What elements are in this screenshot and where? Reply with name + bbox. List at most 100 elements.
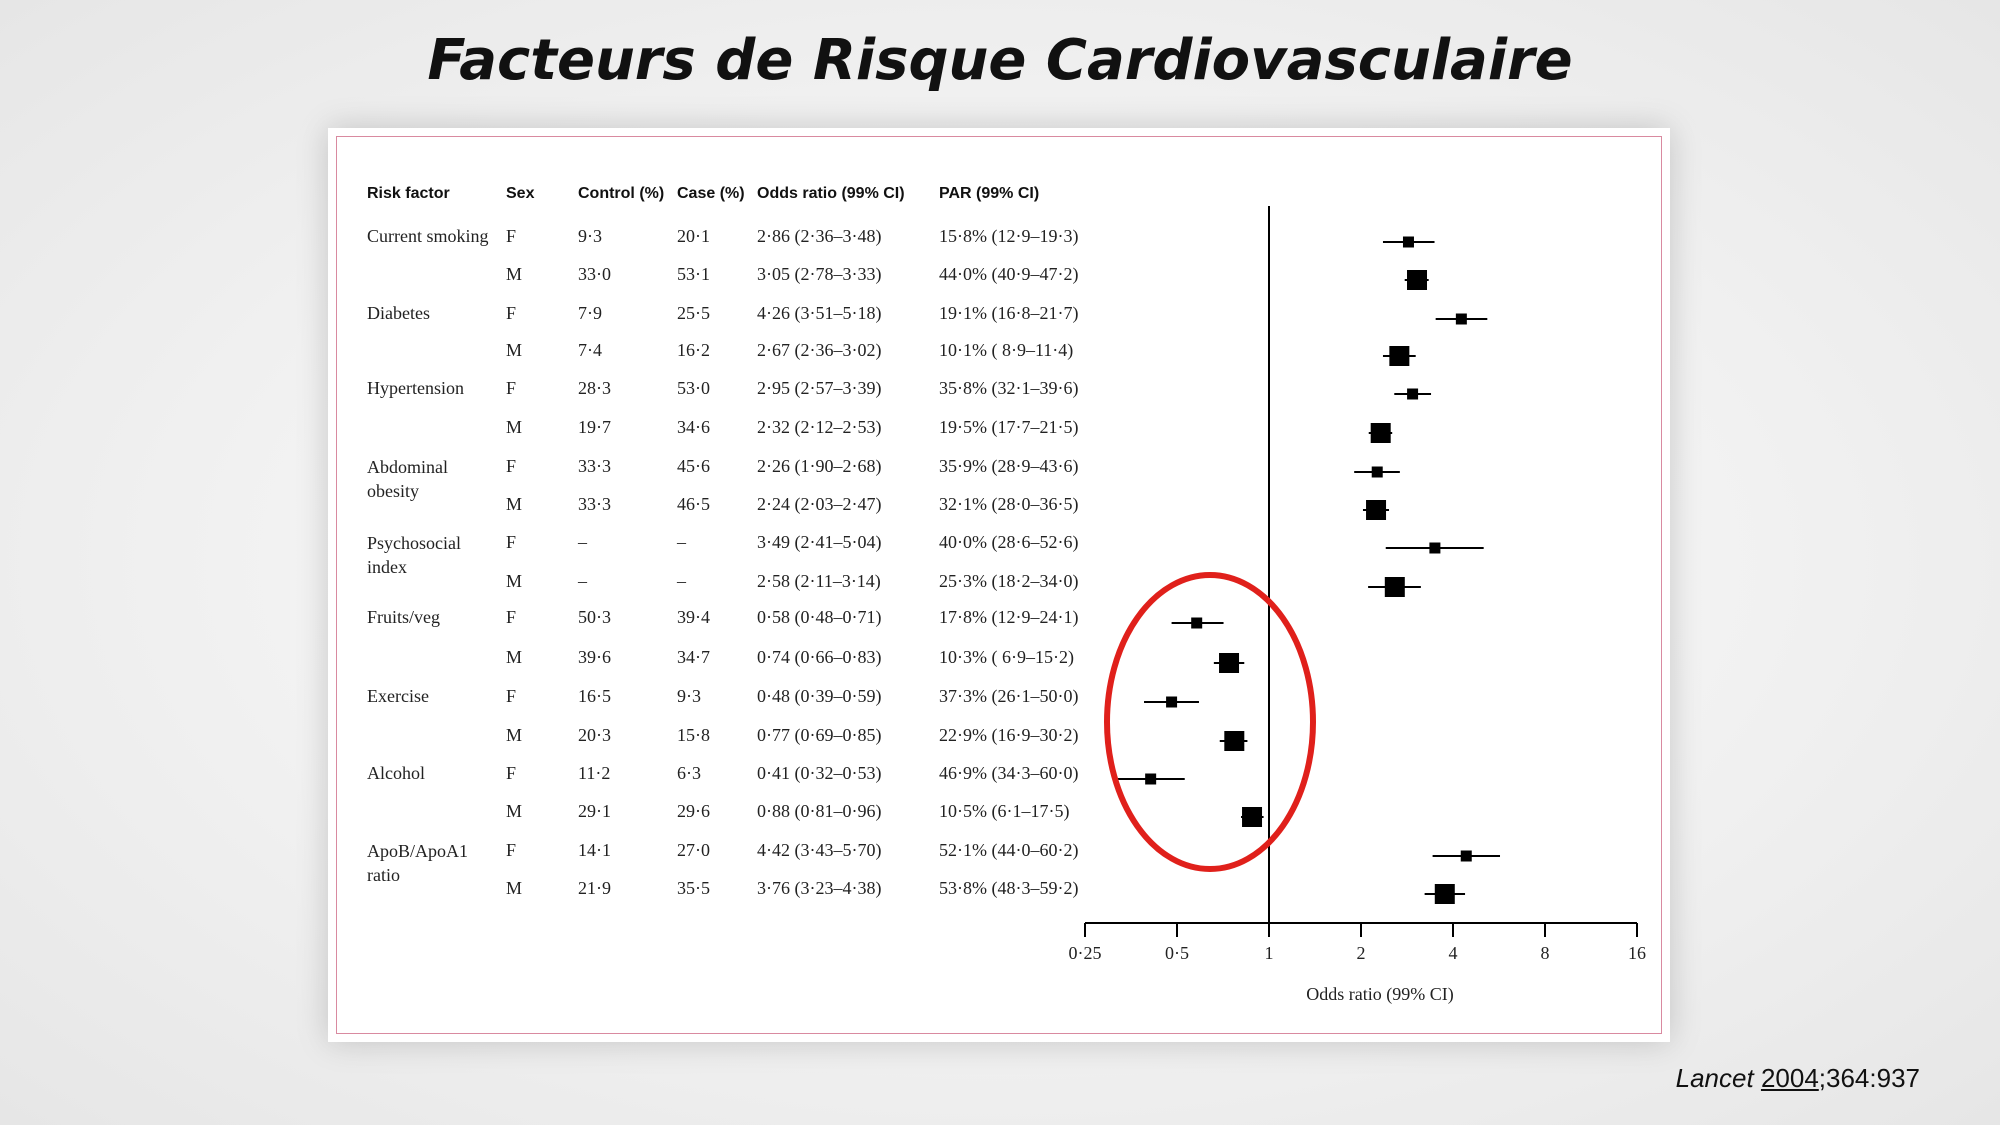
citation-year[interactable]: 2004 <box>1760 1063 1819 1093</box>
odds-ratio-cell: 2·24 (2·03–2·47) <box>757 494 882 514</box>
point-estimate <box>1191 617 1203 629</box>
point-estimate <box>1366 500 1387 520</box>
point-estimate <box>1224 731 1245 751</box>
control-cell: 20·3 <box>578 725 611 745</box>
point-estimate <box>1407 388 1419 400</box>
case-cell: 15·8 <box>677 725 710 745</box>
sex-cell: M <box>506 725 523 745</box>
case-cell: 34·6 <box>677 417 710 437</box>
sex-cell: F <box>506 686 517 706</box>
risk-factor-cell: Alcohol <box>367 763 425 783</box>
x-tick-label: 1 <box>1265 943 1274 963</box>
forest-plot-svg: 0·25 0·5 1 2 4 8 16 Odds ratio (99% CI) <box>1069 206 1646 1005</box>
odds-ratio-cell: 2·26 (1·90–2·68) <box>757 456 882 476</box>
case-cell: 6·3 <box>677 763 701 783</box>
control-cell: 21·9 <box>578 878 611 898</box>
odds-ratio-cell: 0·41 (0·32–0·53) <box>757 763 882 783</box>
control-cell: 9·3 <box>578 226 602 246</box>
sex-cell: F <box>506 226 517 246</box>
sex-cell: M <box>506 647 523 667</box>
control-cell: 19·7 <box>578 417 611 437</box>
point-estimate <box>1370 423 1391 443</box>
sex-cell: M <box>506 571 523 591</box>
control-cell: 7·4 <box>578 340 602 360</box>
par-cell: 19·5% (17·7–21·5) <box>939 417 1079 437</box>
x-tick-label: 0·25 <box>1069 943 1102 963</box>
risk-factor-cell: Diabetes <box>367 303 430 323</box>
par-cell: 40·0% (28·6–52·6) <box>939 532 1079 552</box>
control-cell: 7·9 <box>578 303 602 323</box>
sex-cell: M <box>506 801 523 821</box>
risk-factor-cell: Current smoking <box>367 226 489 246</box>
citation-journal: Lancet <box>1675 1063 1754 1093</box>
column-header: Odds ratio (99% CI) <box>757 185 905 202</box>
risk-factor-cell: ApoB/ApoA1 ratio <box>367 841 469 885</box>
control-cell: 29·1 <box>578 801 611 821</box>
x-tick-label: 0·5 <box>1165 943 1189 963</box>
point-estimate <box>1402 236 1414 248</box>
odds-ratio-cell: 4·26 (3·51–5·18) <box>757 303 882 323</box>
case-cell: 39·4 <box>677 607 710 627</box>
par-cell: 19·1% (16·8–21·7) <box>939 303 1079 323</box>
sex-cell: F <box>506 607 517 627</box>
odds-ratio-cell: 2·32 (2·12–2·53) <box>757 417 882 437</box>
control-cell: 28·3 <box>578 378 611 398</box>
case-cell: 35·5 <box>677 878 710 898</box>
case-cell: 20·1 <box>677 226 710 246</box>
par-cell: 10·3% ( 6·9–15·2) <box>939 647 1074 667</box>
column-header: Risk factor <box>367 185 450 202</box>
odds-ratio-cell: 2·95 (2·57–3·39) <box>757 378 882 398</box>
figure-border <box>336 136 1662 1034</box>
par-cell: 35·8% (32·1–39·6) <box>939 378 1079 398</box>
case-cell: 25·5 <box>677 303 710 323</box>
case-cell: – <box>677 532 686 552</box>
point-estimate <box>1460 850 1472 862</box>
x-tick-label: 4 <box>1449 943 1458 963</box>
par-cell: 37·3% (26·1–50·0) <box>939 686 1079 706</box>
highlight-ellipse <box>1104 572 1316 872</box>
column-header: Case (%) <box>677 185 745 202</box>
control-cell: 33·3 <box>578 494 611 514</box>
point-estimate <box>1455 313 1467 325</box>
odds-ratio-cell: 2·58 (2·11–3·14) <box>757 571 881 591</box>
odds-ratio-cell: 0·48 (0·39–0·59) <box>757 686 882 706</box>
par-cell: 32·1% (28·0–36·5) <box>939 494 1079 514</box>
sex-cell: F <box>506 763 517 783</box>
case-cell: 16·2 <box>677 340 710 360</box>
point-estimate <box>1407 270 1428 290</box>
case-cell: – <box>677 571 686 591</box>
risk-factor-cell: Abdominal obesity <box>367 457 448 501</box>
par-cell: 52·1% (44·0–60·2) <box>939 840 1079 860</box>
point-estimate <box>1219 653 1240 673</box>
odds-ratio-cell: 0·58 (0·48–0·71) <box>757 607 882 627</box>
control-cell: 39·6 <box>578 647 611 667</box>
control-cell: 16·5 <box>578 686 611 706</box>
odds-ratio-cell: 0·88 (0·81–0·96) <box>757 801 882 821</box>
x-tick-label: 8 <box>1541 943 1550 963</box>
case-cell: 34·7 <box>677 647 710 667</box>
case-cell: 53·0 <box>677 378 710 398</box>
sex-cell: M <box>506 417 523 437</box>
par-cell: 44·0% (40·9–47·2) <box>939 264 1079 284</box>
control-cell: 50·3 <box>578 607 611 627</box>
sex-cell: F <box>506 532 517 552</box>
citation: Lancet 2004;364:937 <box>1676 1063 1920 1094</box>
risk-factor-cell: Exercise <box>367 686 429 706</box>
par-cell: 15·8% (12·9–19·3) <box>939 226 1079 246</box>
par-cell: 10·1% ( 8·9–11·4) <box>939 340 1074 360</box>
odds-ratio-cell: 0·77 (0·69–0·85) <box>757 725 882 745</box>
odds-ratio-cell: 3·05 (2·78–3·33) <box>757 264 882 284</box>
point-estimate <box>1242 807 1263 827</box>
sex-cell: M <box>506 494 523 514</box>
par-cell: 25·3% (18·2–34·0) <box>939 571 1079 591</box>
case-cell: 29·6 <box>677 801 710 821</box>
forest-plot-figure: 0·25 0·5 1 2 4 8 16 Odds ratio (99% CI) Risk fa… <box>328 128 1670 1042</box>
column-header: Control (%) <box>578 185 665 202</box>
point-estimate <box>1384 577 1405 597</box>
control-cell: 33·0 <box>578 264 611 284</box>
par-cell: 17·8% (12·9–24·1) <box>939 607 1079 627</box>
risk-factor-cell: Psychosocial index <box>367 533 461 577</box>
risk-factor-cell: Fruits/veg <box>367 607 441 627</box>
sex-cell: M <box>506 264 523 284</box>
point-estimate <box>1371 466 1383 478</box>
